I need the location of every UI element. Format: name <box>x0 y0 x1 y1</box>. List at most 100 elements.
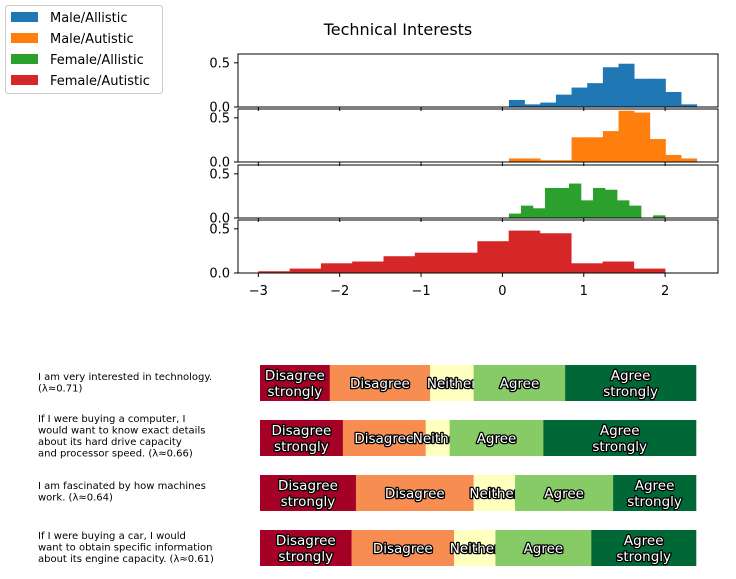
likert-segment-label: Neither <box>450 541 500 557</box>
y-tick-label: 0.0 <box>209 267 230 282</box>
legend-swatch <box>11 75 38 85</box>
likert-segment-label: Disagree <box>350 376 410 392</box>
question-text: want to obtain specific information <box>38 543 212 554</box>
likert-segment-label: Agree <box>611 368 651 384</box>
histogram-bar <box>532 208 546 218</box>
likert-segment-label: Agree <box>524 541 564 557</box>
legend: Male/Allistic Male/Autistic Female/Allisti… <box>5 5 163 94</box>
likert-segment-label: Agree <box>635 478 675 494</box>
likert-segment <box>342 420 426 456</box>
legend-label: Male/Allistic <box>50 11 128 26</box>
histogram-bar <box>681 104 698 107</box>
histogram-bar <box>539 233 572 273</box>
histogram-bar <box>508 158 525 162</box>
likert-segment-label: strongly <box>616 549 671 565</box>
x-tick-label: −2 <box>330 284 349 299</box>
likert-segment <box>430 365 474 401</box>
histogram-bar <box>352 261 384 273</box>
legend-frame <box>5 5 163 94</box>
legend-label: Female/Autistic <box>50 74 150 89</box>
likert-segment-label: Disagree <box>385 486 445 502</box>
likert-segment <box>355 475 474 511</box>
histogram-bar <box>540 160 557 162</box>
likert-segment-label: Agree <box>544 486 584 502</box>
y-tick-label: 0.0 <box>209 101 230 116</box>
panel-frame <box>237 53 719 108</box>
likert-segment-label: strongly <box>627 494 682 510</box>
question-text: If I were buying a car, I would <box>38 531 186 542</box>
question-text: If I were buying a computer, I <box>38 414 185 425</box>
histogram-bar <box>524 158 541 162</box>
question-text: about its engine capacity. (λ≈0.61) <box>38 554 214 565</box>
likert-segment-label: Disagree <box>278 478 338 494</box>
likert-segment <box>260 420 344 456</box>
likert-segment <box>454 530 496 566</box>
y-tick-label: 0.5 <box>209 111 230 126</box>
histogram-bar <box>649 139 666 162</box>
histogram-bar <box>556 187 570 218</box>
likert-segment <box>515 475 614 511</box>
histogram-bar <box>446 252 478 273</box>
likert-segment <box>613 475 697 511</box>
y-tick-label: 0.5 <box>209 56 230 71</box>
question-text: work. (λ≈0.64) <box>38 493 113 504</box>
likert-segment-label: Disagree <box>354 431 414 447</box>
question-text: I am very interested in technology. <box>38 372 212 383</box>
likert-segment <box>351 530 455 566</box>
histogram-bar <box>633 268 666 273</box>
y-tick-label: 0.0 <box>209 212 230 227</box>
chart-title: Technical Interests <box>323 20 473 39</box>
x-tick-label: 0 <box>498 284 506 299</box>
histogram-bar <box>414 252 447 273</box>
question-text: and processor speed. (λ≈0.66) <box>38 449 193 460</box>
histogram-bar <box>508 230 541 273</box>
likert-segment <box>543 420 697 456</box>
y-tick-label: 0.5 <box>209 222 230 237</box>
histogram-bar <box>634 78 651 107</box>
histogram-bar <box>571 263 603 273</box>
histogram-bar <box>617 200 630 218</box>
histogram-bar <box>383 256 416 273</box>
question-text: about its hard drive capacity <box>38 437 182 448</box>
panel-frame <box>237 108 719 163</box>
legend-swatch <box>11 54 38 64</box>
histogram-bar <box>605 189 618 218</box>
histogram-bar <box>555 94 572 107</box>
histogram-bar <box>587 137 604 162</box>
histogram-bar <box>665 154 682 162</box>
histogram-panel-3: 0.0 0.5 <box>209 164 719 227</box>
histogram-bar <box>540 102 557 107</box>
histogram-panel-1: 0.0 0.5 <box>209 53 719 116</box>
histogram-bar <box>508 99 525 107</box>
histogram-bar <box>618 110 635 162</box>
likert-segment-label: Agree <box>477 431 517 447</box>
histogram-bar <box>320 263 353 273</box>
histogram-bar <box>602 261 635 273</box>
histogram-bar <box>629 205 642 218</box>
histogram-bar <box>618 63 635 107</box>
x-tick-label: 1 <box>580 284 588 299</box>
likert-segment <box>329 365 431 401</box>
histogram-bar <box>587 83 604 107</box>
histogram-bar <box>571 137 588 162</box>
histogram-bar <box>258 271 290 273</box>
histogram-bar <box>634 112 651 162</box>
likert-segment-label: Disagree <box>276 533 336 549</box>
likert-segment <box>565 365 697 401</box>
likert-segment-label: strongly <box>274 439 329 455</box>
y-tick-label: 0.0 <box>209 156 230 171</box>
histogram-bar <box>508 213 522 218</box>
likert-segment-label: strongly <box>603 384 658 400</box>
histogram-bar <box>593 187 606 218</box>
histogram-bar <box>520 205 534 218</box>
likert-segment-label: strongly <box>268 384 323 400</box>
histogram-panel-4: 0.0 0.5 <box>209 219 719 282</box>
likert-segment <box>260 530 352 566</box>
histogram-bar <box>544 187 558 218</box>
histogram-bar <box>602 131 619 162</box>
question-text: would want to know exact details <box>38 426 205 437</box>
